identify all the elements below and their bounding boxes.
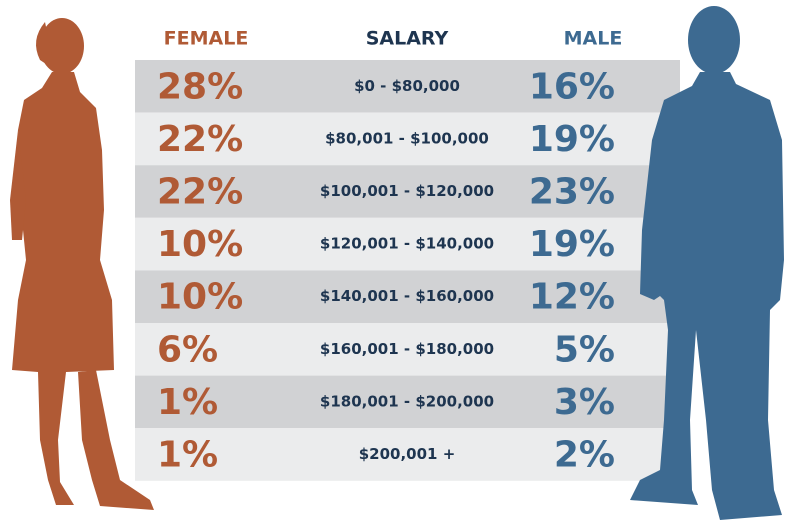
female-percent: 28% <box>157 66 243 107</box>
salary-range: $180,001 - $200,000 <box>320 392 494 410</box>
page: 28% $0 - $80,000 16% 22% $80,001 - $100,000 1… <box>0 0 788 527</box>
male-percent: 16% <box>529 66 615 107</box>
table: 28% $0 - $80,000 16% 22% $80,001 - $100,000 1… <box>135 60 680 481</box>
salary-range: $200,001 + <box>359 445 456 463</box>
salary-range: $0 - $80,000 <box>354 77 460 95</box>
female-percent: 1% <box>157 435 218 476</box>
male-percent: 3% <box>554 382 615 423</box>
male-percent: 23% <box>529 172 615 213</box>
salary-range: $120,001 - $140,000 <box>320 235 494 253</box>
female-percent: 6% <box>157 329 218 370</box>
male-percent: 19% <box>529 119 615 160</box>
male-percent: 2% <box>554 435 615 476</box>
female-silhouette <box>10 18 154 510</box>
header-female: FEMALE <box>164 28 249 50</box>
salary-range: $160,001 - $180,000 <box>320 340 494 358</box>
male-percent: 12% <box>529 277 615 318</box>
female-percent: 22% <box>157 172 243 213</box>
female-percent: 22% <box>157 119 243 160</box>
salary-range: $140,001 - $160,000 <box>320 287 494 305</box>
salary-range: $100,001 - $120,000 <box>320 182 494 200</box>
infographic: 28% $0 - $80,000 16% 22% $80,001 - $100,000 1… <box>0 0 788 527</box>
header-male: MALE <box>564 28 623 50</box>
male-percent: 19% <box>529 224 615 265</box>
female-percent: 1% <box>157 382 218 423</box>
female-percent: 10% <box>157 277 243 318</box>
female-percent: 10% <box>157 224 243 265</box>
male-percent: 5% <box>554 329 615 370</box>
salary-range: $80,001 - $100,000 <box>325 129 489 147</box>
header-salary: SALARY <box>366 28 449 50</box>
